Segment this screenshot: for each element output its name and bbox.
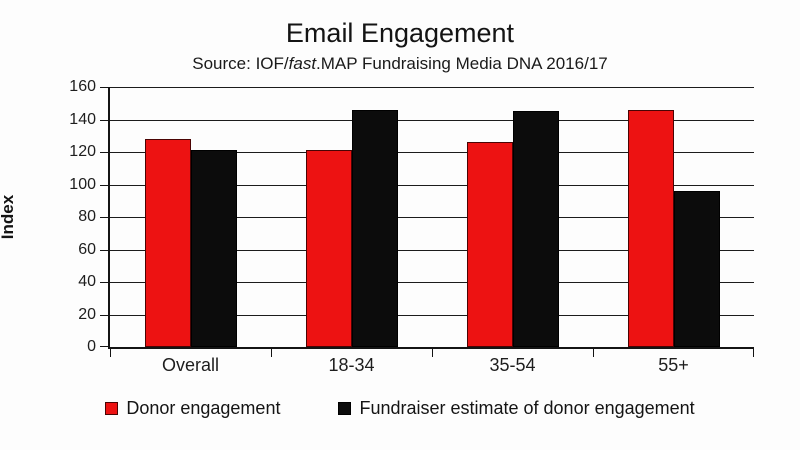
bar-fundraiser-estimate-of-donor-engagement-55	[673, 191, 720, 347]
x-label-overall: Overall	[161, 355, 219, 375]
legend-item-fundraiser-estimate: Fundraiser estimate of donor engagement	[338, 398, 695, 419]
bar-fundraiser-estimate-of-donor-engagement-18-34	[351, 109, 398, 347]
y-axis-title: Index	[0, 194, 17, 240]
x-tick-4	[753, 349, 754, 357]
gridline-20	[110, 314, 754, 316]
gridline-140	[110, 119, 754, 121]
y-tick-label-60: 60	[78, 240, 96, 258]
legend-label-fundraiser-estimate: Fundraiser estimate of donor engagement	[359, 398, 695, 418]
y-tick-100	[100, 184, 109, 186]
subtitle-suffix: .MAP Fundraising Media DNA 2016/17	[316, 54, 608, 73]
legend-swatch-fundraiser-estimate	[338, 402, 352, 415]
gridline-80	[110, 217, 754, 218]
y-tick-140	[100, 119, 109, 121]
subtitle-prefix: Source: IOF/	[192, 54, 289, 73]
y-tick-80	[100, 217, 109, 218]
x-label-18-34: 18-34	[328, 355, 375, 375]
x-label-35-54: 35-54	[489, 355, 536, 375]
x-tick-0	[110, 349, 111, 357]
legend: Donor engagement Fundraiser estimate of …	[0, 398, 800, 419]
y-tick-label-20: 20	[78, 305, 96, 323]
chart-subtitle: Source: IOF/fast.MAP Fundraising Media D…	[0, 54, 800, 74]
y-tick-label-80: 80	[78, 208, 96, 225]
legend-swatch-donor-engagement	[105, 402, 119, 415]
y-tick-label-160: 160	[69, 78, 96, 95]
y-tick-label-0: 0	[87, 338, 96, 355]
gridline-100	[110, 184, 754, 186]
bar-donor-engagement-overall	[144, 139, 191, 347]
y-tick-label-100: 100	[69, 175, 96, 193]
x-tick-1	[271, 349, 272, 357]
bar-fundraiser-estimate-of-donor-engagement-35-54	[512, 111, 559, 347]
y-tick-0	[100, 346, 109, 347]
gridline-120	[110, 152, 754, 153]
y-tick-label-40: 40	[78, 273, 96, 290]
chart-title: Email Engagement	[285, 18, 515, 48]
legend-item-donor-engagement: Donor engagement	[105, 398, 280, 419]
y-tick-label-120: 120	[69, 143, 96, 160]
bar-donor-engagement-55	[627, 109, 674, 347]
bar-donor-engagement-35-54	[466, 142, 513, 347]
y-tick-40	[100, 282, 109, 283]
gridline-60	[110, 249, 754, 251]
x-label-55: 55+	[658, 355, 689, 375]
y-tick-60	[100, 249, 109, 251]
y-tick-120	[100, 152, 109, 153]
bar-donor-engagement-18-34	[305, 150, 352, 347]
y-tick-20	[100, 314, 109, 316]
plot-area: 0 20 40 60 80 100 120 140 160 Overall 18-34 35-54 55…	[69, 78, 754, 375]
subtitle-italic: fast	[288, 54, 317, 73]
gridline-40	[110, 282, 754, 283]
gridline-160	[110, 87, 754, 88]
y-tick-160	[100, 87, 109, 88]
bar-fundraiser-estimate-of-donor-engagement-overall	[190, 150, 237, 347]
y-tick-label-140: 140	[69, 110, 96, 128]
x-tick-3	[593, 349, 594, 357]
legend-label-donor-engagement: Donor engagement	[126, 398, 281, 418]
x-tick-2	[432, 349, 433, 357]
